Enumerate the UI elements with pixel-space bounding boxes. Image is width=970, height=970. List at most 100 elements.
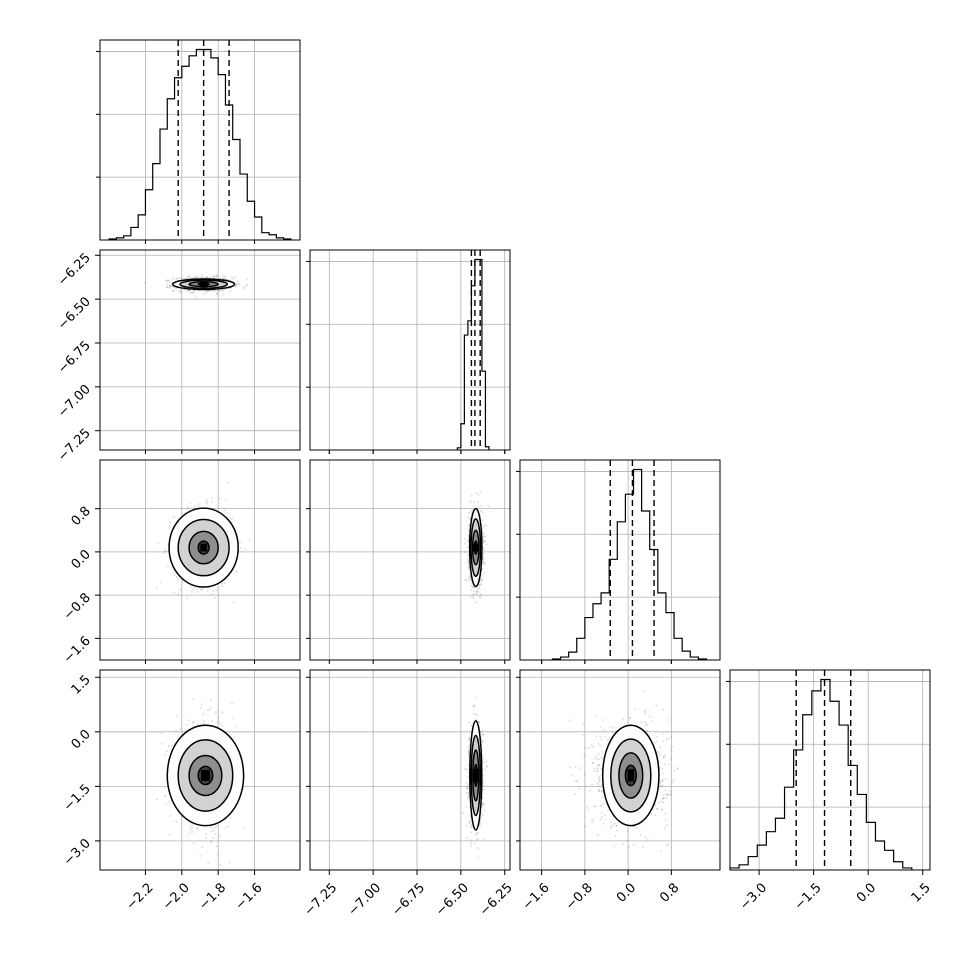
sample-point [186, 277, 189, 279]
sample-point [479, 583, 482, 586]
sample-point [662, 801, 665, 804]
sample-point [172, 286, 175, 289]
sample-point [159, 581, 162, 584]
sample-point [665, 819, 668, 822]
sample-point [481, 801, 484, 804]
sample-point [467, 755, 470, 758]
sample-point [600, 811, 603, 814]
sample-point [611, 731, 614, 734]
sample-point [235, 570, 238, 573]
sample-point [193, 290, 196, 292]
sample-point [221, 585, 224, 587]
sample-point [172, 277, 175, 280]
sample-point [213, 827, 216, 829]
sample-point [205, 499, 208, 501]
sample-point [175, 729, 177, 732]
sample-point [483, 524, 486, 527]
sample-point [464, 542, 466, 545]
sample-point [237, 283, 240, 286]
sample-point [160, 732, 163, 735]
sample-point [165, 279, 168, 282]
sample-point [197, 504, 200, 507]
sample-point [646, 723, 649, 726]
sample-point [664, 789, 667, 792]
sample-point [468, 822, 471, 825]
sample-point [598, 758, 601, 761]
sample-point [476, 593, 479, 596]
sample-point [205, 290, 207, 292]
sample-point [245, 283, 247, 286]
sample-point [222, 293, 225, 296]
sample-point [195, 275, 198, 278]
sample-point [597, 777, 600, 780]
sample-point [610, 821, 612, 823]
sample-point [216, 589, 219, 592]
sample-point [195, 276, 198, 279]
sample-point [609, 826, 612, 829]
sample-point [482, 532, 485, 535]
sample-point [484, 540, 486, 543]
sample-point [470, 842, 473, 845]
sample-point [481, 814, 484, 817]
sample-point [611, 825, 613, 828]
sample-point [195, 296, 198, 299]
density-peak [200, 281, 207, 288]
sample-point [662, 756, 665, 759]
sample-point [468, 737, 471, 740]
sample-point [187, 506, 190, 509]
sample-point [190, 590, 193, 593]
sample-point [463, 537, 466, 540]
sample-point [587, 809, 590, 812]
sample-point [196, 591, 199, 593]
sample-point [243, 285, 245, 288]
sample-point [205, 290, 208, 293]
sample-point [220, 724, 223, 727]
sample-point [196, 828, 199, 831]
sample-point [172, 290, 175, 292]
sample-point [169, 286, 172, 289]
sample-point [477, 720, 480, 723]
sample-point [467, 792, 470, 795]
sample-point [239, 541, 241, 544]
sample-point [663, 827, 666, 830]
sample-point [466, 553, 469, 556]
sample-point [177, 592, 180, 595]
sample-point [479, 731, 482, 734]
sample-point [474, 705, 477, 708]
sample-point [211, 496, 214, 499]
sample-point [217, 853, 220, 856]
sample-point [221, 711, 224, 714]
sample-point [470, 839, 473, 842]
sample-point [480, 730, 483, 733]
sample-point [470, 499, 473, 502]
sample-point [472, 704, 475, 707]
sample-point [600, 783, 603, 786]
sample-point [470, 585, 473, 588]
sample-point [482, 781, 484, 784]
sample-point [219, 722, 222, 725]
sample-point [667, 719, 670, 721]
sample-point [645, 729, 648, 732]
sample-point [210, 830, 213, 833]
sample-point [482, 804, 484, 807]
sample-point [164, 795, 167, 798]
sample-point [209, 698, 212, 701]
sample-point [613, 845, 616, 848]
sample-point [600, 790, 603, 793]
sample-point [211, 501, 213, 504]
sample-point [205, 502, 208, 505]
sample-point [662, 794, 665, 797]
sample-point [201, 703, 203, 706]
sample-point [168, 745, 170, 748]
sample-point [481, 511, 484, 514]
sample-point [201, 588, 204, 591]
sample-point [608, 736, 611, 739]
sample-point [475, 592, 478, 595]
sample-point [483, 563, 486, 566]
sample-point [472, 505, 475, 508]
sample-point [643, 710, 645, 713]
sample-point [483, 808, 486, 811]
sample-point [168, 284, 171, 287]
sample-point [200, 589, 203, 592]
sample-point [470, 831, 473, 834]
